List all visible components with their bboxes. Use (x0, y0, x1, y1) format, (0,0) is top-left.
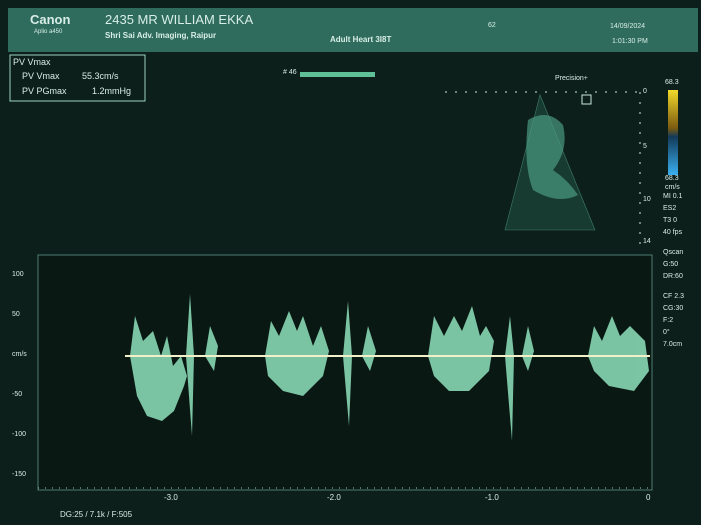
depth-label: 5 (643, 143, 647, 150)
doppler-y-label: -50 (12, 391, 23, 398)
doppler-x-label: 0 (646, 493, 651, 502)
parameter: F:2 (663, 317, 674, 324)
doppler-x-label: -3.0 (164, 493, 178, 502)
doppler-y-label: -100 (12, 431, 27, 438)
patient: 2435 MR WILLIAM EKKA (105, 12, 254, 27)
brand: Canon (30, 12, 71, 27)
measurement-value: 1.2mmHg (92, 86, 132, 96)
parameter: T3 0 (663, 217, 678, 224)
measurement-value: 55.3cm/s (82, 71, 119, 81)
parameter: CG:30 (663, 305, 684, 312)
parameter: DR:60 (663, 273, 683, 280)
cine-frame: # 46 (283, 69, 297, 76)
cine-bar (300, 72, 375, 77)
footer: DG:25 / 7.1k / F:505 (60, 510, 133, 519)
doppler-x-label: -2.0 (327, 493, 341, 502)
depth-label: 10 (643, 196, 651, 203)
date: 14/09/2024 (610, 23, 646, 30)
parameter: 0° (663, 329, 670, 336)
measurement-label: PV PGmax (22, 86, 67, 96)
model: Aplio a450 (34, 29, 63, 35)
parameter: 40 fps (663, 229, 683, 236)
parameter: CF 2.3 (663, 293, 685, 300)
doppler-y-label: 100 (12, 271, 24, 278)
sample-gate (581, 94, 592, 105)
heart-image (526, 115, 578, 199)
doppler-y-label: -150 (12, 471, 27, 478)
color-scale-unit: cm/s (665, 184, 680, 191)
depth-label: 14 (643, 238, 651, 245)
parameter: ES2 (663, 205, 677, 212)
measurement-label: PV Vmax (22, 71, 60, 81)
doppler-y-label: cm/s (12, 351, 27, 358)
color-scale-top: 68.3 (665, 79, 679, 86)
measurement-title: PV Vmax (13, 57, 51, 67)
parameter: Qscan (663, 249, 684, 256)
institution: Shri Sai Adv. Imaging, Raipur (105, 31, 217, 40)
preset: Adult Heart 3I8T (330, 35, 392, 44)
time: 1:01:30 PM (612, 38, 648, 45)
precision: Precision+ (555, 75, 588, 82)
depth-label: 0 (643, 88, 647, 95)
parameter: G:50 (663, 261, 679, 268)
doppler-spectrum (130, 294, 649, 441)
color-bar (668, 90, 678, 175)
doppler-y-label: 50 (12, 311, 20, 318)
header-bar (8, 8, 698, 52)
parameter: MI 0.1 (663, 193, 683, 200)
frame: 62 (488, 22, 496, 29)
doppler-x-label: -1.0 (485, 493, 499, 502)
measurement-box (9, 54, 146, 102)
parameter: 7.0cm (663, 341, 683, 348)
color-scale-bottom: 68.3 (665, 175, 679, 182)
